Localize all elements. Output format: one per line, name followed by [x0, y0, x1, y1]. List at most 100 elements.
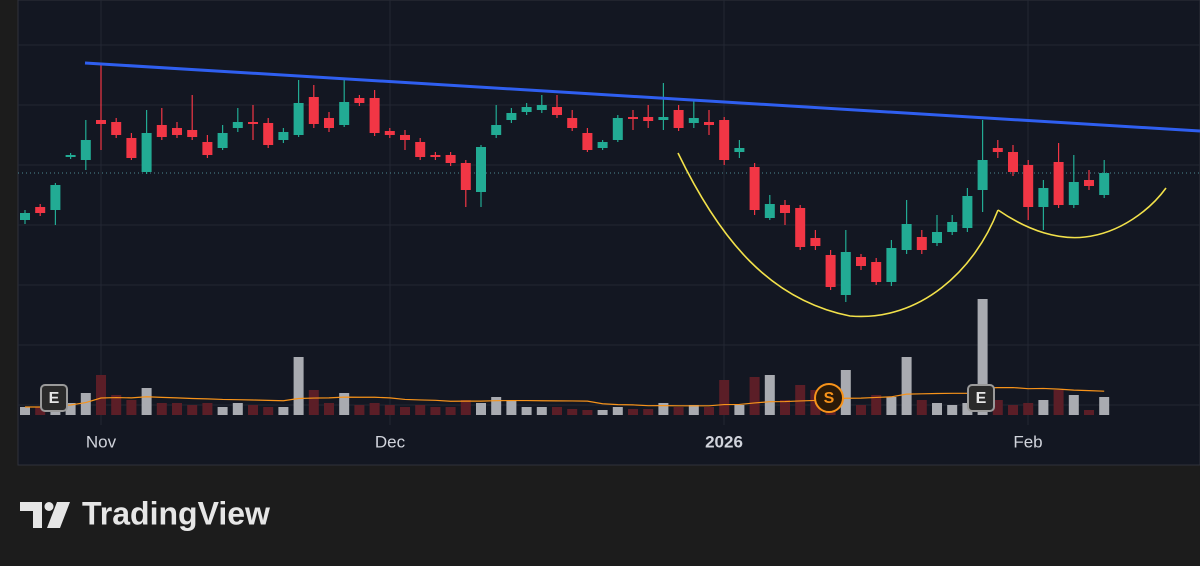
- x-tick-label: Nov: [86, 432, 117, 451]
- volume-bar: [871, 395, 882, 415]
- candle-body: [840, 252, 851, 295]
- candle-body: [293, 103, 304, 135]
- candle-body: [35, 207, 46, 213]
- volume-bar: [141, 388, 152, 415]
- candle-body: [825, 255, 836, 287]
- candle-body: [536, 105, 547, 110]
- volume-bar: [673, 407, 684, 415]
- x-tick-label: 2026: [705, 432, 743, 451]
- volume-bar: [278, 407, 289, 415]
- volume-bar: [719, 380, 730, 415]
- trend-line: [84, 61, 1200, 133]
- volume-bar: [126, 400, 137, 415]
- volume-bar: [476, 403, 486, 415]
- volume-bar: [232, 403, 243, 415]
- candle-layer: [20, 65, 1110, 302]
- volume-bar: [80, 393, 91, 415]
- volume-bar: [962, 403, 973, 415]
- candle-body: [992, 148, 1003, 152]
- candle-body: [1023, 165, 1034, 207]
- volume-bar: [795, 385, 806, 415]
- volume-bar: [263, 407, 274, 415]
- candle-body: [552, 107, 562, 115]
- candle-body: [628, 117, 638, 119]
- candle-body: [856, 257, 866, 266]
- candle-body: [369, 98, 380, 133]
- volume-bar: [324, 403, 334, 415]
- volume-bar: [704, 407, 714, 415]
- volume-bar: [780, 400, 790, 415]
- volume-bar: [612, 407, 623, 415]
- volume-bar: [339, 393, 350, 415]
- candle-body: [1068, 182, 1079, 205]
- candle-body: [764, 204, 775, 218]
- volume-bar: [536, 407, 547, 415]
- candle-body: [871, 262, 882, 282]
- volume-bar: [1008, 405, 1018, 415]
- candle-body: [217, 133, 228, 148]
- volume-bar: [840, 370, 851, 415]
- candle-body: [1084, 180, 1094, 186]
- candle-body: [80, 140, 91, 160]
- volume-bar: [916, 400, 927, 415]
- candle-body: [384, 131, 395, 135]
- candle-body: [126, 138, 137, 158]
- volume-bar: [460, 400, 471, 415]
- volume-bar: [506, 400, 517, 415]
- candle-body: [932, 232, 942, 243]
- volume-bar: [764, 375, 775, 415]
- candle-body: [901, 224, 912, 250]
- candle-body: [612, 118, 623, 140]
- volume-bar: [567, 409, 578, 415]
- volume-bar: [293, 357, 304, 415]
- candle-body: [567, 118, 578, 128]
- volume-bar: [886, 397, 897, 415]
- candle-body: [460, 163, 471, 190]
- candle-body: [476, 147, 486, 192]
- candle-body: [308, 97, 319, 124]
- handle-curve: [997, 187, 1167, 239]
- volume-bar: [308, 390, 319, 415]
- volume-bar: [658, 403, 669, 415]
- candle-body: [658, 117, 669, 120]
- volume-bar: [947, 405, 958, 415]
- candle-body: [172, 128, 182, 135]
- volume-bar: [688, 405, 699, 415]
- candle-body: [780, 205, 790, 213]
- candle-body: [1008, 152, 1018, 172]
- volume-bar: [749, 377, 760, 415]
- volume-bar: [172, 403, 182, 415]
- candle-body: [643, 117, 654, 121]
- candle-body: [916, 237, 927, 250]
- candle-body: [354, 98, 365, 103]
- candle-body: [324, 118, 334, 128]
- candle-body: [704, 122, 714, 125]
- volume-bar: [400, 407, 410, 415]
- candle-body: [50, 185, 61, 210]
- volume-bar: [430, 407, 441, 415]
- volume-bar: [597, 410, 608, 415]
- volume-bar: [643, 409, 654, 415]
- volume-bar: [202, 403, 213, 415]
- volume-bar: [1099, 397, 1110, 415]
- candle-body: [141, 133, 152, 172]
- volume-bar: [1084, 410, 1094, 415]
- volume-bar: [65, 403, 76, 415]
- candle-body: [248, 122, 258, 124]
- volume-bar: [1068, 395, 1079, 415]
- logo-part: [20, 502, 42, 528]
- volume-bar: [111, 395, 122, 415]
- volume-bar: [156, 403, 167, 415]
- candle-body: [445, 155, 456, 163]
- candle-body: [597, 142, 608, 148]
- candle-body: [688, 118, 699, 123]
- volume-bar: [445, 407, 456, 415]
- volume-bar: [354, 405, 365, 415]
- candle-body: [947, 222, 958, 232]
- candle-body: [719, 120, 730, 160]
- logo-part: [47, 502, 70, 528]
- volume-bar: [977, 299, 988, 415]
- volume-bar: [248, 405, 258, 415]
- volume-bar: [20, 407, 30, 415]
